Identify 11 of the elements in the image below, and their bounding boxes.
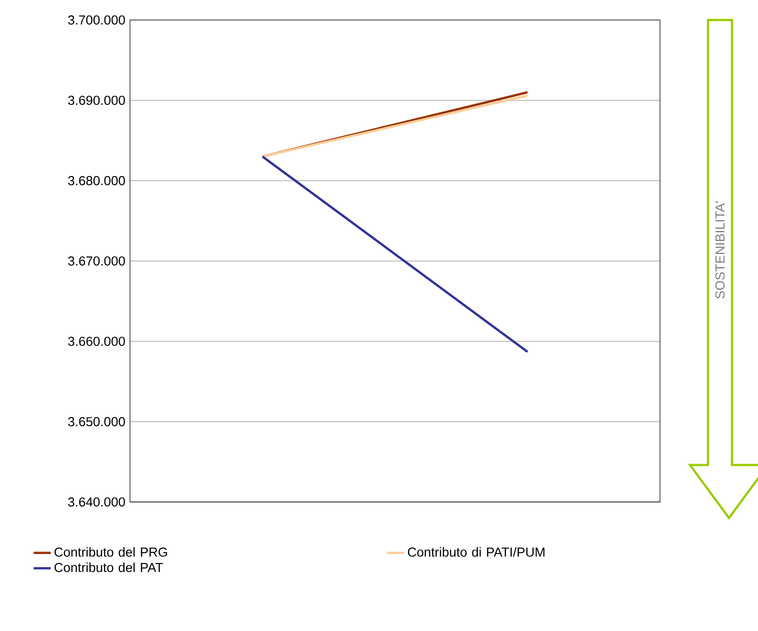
y-tick-label: 3.660.000 (68, 336, 125, 346)
text: SOSTENIBILITA' (715, 201, 725, 299)
legend-label: Contributo del PAT (54, 562, 163, 572)
y-tick-label: 3.680.000 (68, 176, 125, 186)
y-tick-label: 3.690.000 (68, 96, 125, 105)
y-tick-label: 3.650.000 (68, 417, 125, 426)
legend-label: Contributo del PRG (54, 547, 168, 557)
y-tick-label: 3.670.000 (68, 256, 125, 266)
legend-label: Contributo di PATI/PUM (408, 547, 544, 557)
y-tick-label: 3.700.000 (68, 15, 125, 25)
y-tick-label: 3.640.000 (68, 497, 125, 507)
